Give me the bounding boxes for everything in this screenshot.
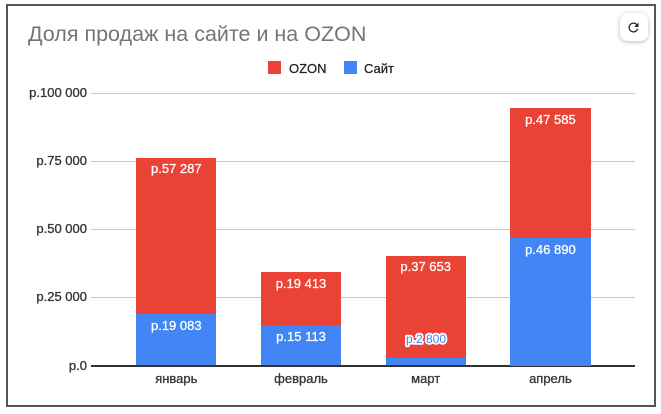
svg-text:р.2 800: р.2 800 — [406, 332, 446, 346]
